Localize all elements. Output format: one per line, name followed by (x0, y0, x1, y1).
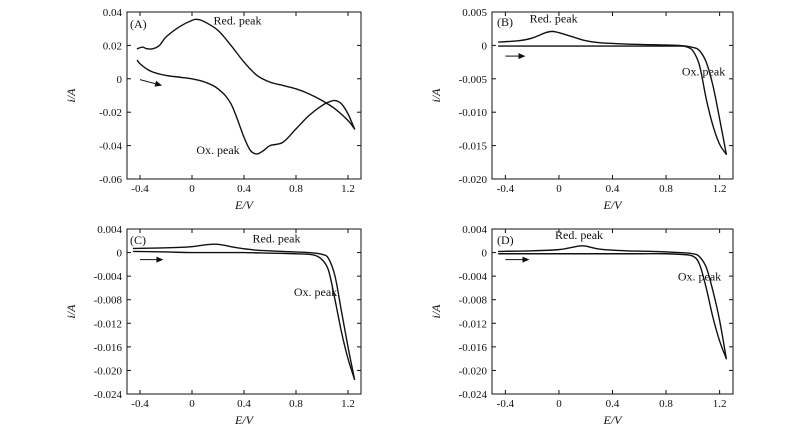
y-axis-label: i/A (429, 88, 443, 103)
x-axis-label: E/V (603, 413, 624, 427)
y-tick-label: -0.008 (94, 295, 123, 307)
red-peak-annotation: Red. peak (253, 232, 301, 246)
y-tick-label: -0.010 (459, 107, 488, 119)
y-tick-label: -0.004 (459, 271, 488, 283)
y-tick-label: 0.02 (103, 40, 122, 52)
y-tick-label: -0.012 (459, 318, 487, 330)
y-tick-label: -0.020 (94, 365, 123, 377)
panel-label: (D) (497, 233, 514, 247)
cv-curve-reverse (132, 243, 356, 380)
cv-curve-forward (132, 250, 356, 380)
x-axis-label: E/V (234, 413, 255, 427)
plot-frame (126, 11, 362, 180)
x-tick-label: 0 (556, 398, 562, 410)
red-peak-annotation: Red. peak (530, 12, 578, 26)
plot-frame (491, 11, 734, 180)
x-tick-label: 0.4 (237, 183, 251, 195)
y-tick-label: -0.06 (99, 174, 122, 186)
x-tick-label: 0.8 (659, 398, 673, 410)
x-tick-label: 1.2 (713, 183, 727, 195)
panel-label: (C) (130, 233, 146, 247)
panel-a: -0.4 0 0.4 0.8 1.2 0.04 0.02 0 -0.02 -0.04 -0.06 E/… (64, 7, 362, 212)
y-tick-label: 0.005 (462, 7, 487, 19)
ox-peak-annotation: Ox. peak (682, 64, 725, 78)
panel-d: -0.4 0 0.4 0.8 1.2 0.004 0 -0.004 -0.008 -0.012 -0… (429, 224, 734, 427)
x-tick-label: 0.4 (606, 398, 620, 410)
x-tick-label: 0 (189, 398, 195, 410)
ox-peak-annotation: Ox. peak (196, 143, 239, 157)
panel-b: -0.4 0 0.4 0.8 1.2 0.005 0 -0.005 -0.010 -0.015 -0… (429, 7, 734, 212)
cv-curve-forward (497, 45, 728, 155)
y-tick-label: -0.02 (99, 107, 122, 119)
x-axis-label: E/V (603, 198, 624, 212)
y-tick-label: -0.016 (94, 342, 123, 354)
x-tick-label: -0.4 (497, 183, 515, 195)
scan-direction-arrowhead (518, 53, 526, 60)
x-tick-label: 0 (189, 183, 195, 195)
x-tick-label: -0.4 (497, 398, 515, 410)
cv-curve-reverse (136, 18, 356, 130)
x-tick-label: 0.8 (289, 398, 303, 410)
y-tick-label: -0.005 (459, 74, 488, 86)
cv-curve-reverse (497, 245, 728, 360)
y-tick-label: 0.04 (103, 7, 123, 19)
x-axis-label: E/V (234, 198, 255, 212)
x-tick-label: -0.4 (131, 398, 149, 410)
x-tick-label: 1.2 (713, 398, 727, 410)
y-tick-label: -0.016 (459, 342, 488, 354)
x-tick-label: 1.2 (341, 398, 355, 410)
x-tick-label: 0.8 (659, 183, 673, 195)
y-tick-label: -0.04 (99, 141, 122, 153)
y-tick-label: 0.004 (462, 224, 487, 236)
y-tick-label: -0.020 (459, 365, 488, 377)
x-tick-label: 0.8 (289, 183, 303, 195)
y-tick-label: 0.004 (97, 224, 122, 236)
y-axis-label: i/A (64, 88, 78, 103)
x-tick-label: 0.4 (237, 398, 251, 410)
x-tick-label: 1.2 (341, 183, 355, 195)
y-tick-label: -0.024 (459, 389, 488, 401)
y-tick-label: -0.004 (94, 271, 123, 283)
panel-label: (B) (497, 15, 513, 29)
y-tick-label: 0 (117, 248, 123, 260)
cv-curve-forward (136, 59, 356, 155)
x-tick-label: -0.4 (131, 183, 149, 195)
scan-direction-arrowhead (154, 80, 163, 87)
y-tick-label: -0.015 (459, 141, 488, 153)
y-tick-label: -0.008 (459, 295, 488, 307)
y-tick-label: -0.020 (459, 174, 488, 186)
scan-direction-arrow (139, 79, 156, 85)
y-tick-label: 0 (482, 248, 488, 260)
cv-curve-reverse (497, 30, 728, 155)
x-tick-label: 0 (556, 183, 562, 195)
y-tick-label: -0.024 (94, 389, 123, 401)
red-peak-annotation: Red. peak (555, 228, 603, 242)
ox-peak-annotation: Ox. peak (294, 285, 337, 299)
panel-c: -0.4 0 0.4 0.8 1.2 0.004 0 -0.004 -0.008 -0.012 -0… (64, 224, 362, 427)
ox-peak-annotation: Ox. peak (678, 269, 721, 283)
y-axis-label: i/A (64, 304, 78, 319)
scan-direction-arrowhead (522, 256, 530, 263)
plot-frame (126, 228, 362, 395)
cv-curve-forward (497, 253, 728, 360)
red-peak-annotation: Red. peak (214, 14, 262, 28)
y-tick-label: -0.012 (94, 318, 122, 330)
y-axis-label: i/A (429, 304, 443, 319)
y-tick-label: 0 (482, 40, 488, 52)
y-tick-label: 0 (117, 74, 123, 86)
scan-direction-arrowhead (156, 256, 164, 263)
x-tick-label: 0.4 (606, 183, 620, 195)
panel-label: (A) (130, 17, 147, 31)
